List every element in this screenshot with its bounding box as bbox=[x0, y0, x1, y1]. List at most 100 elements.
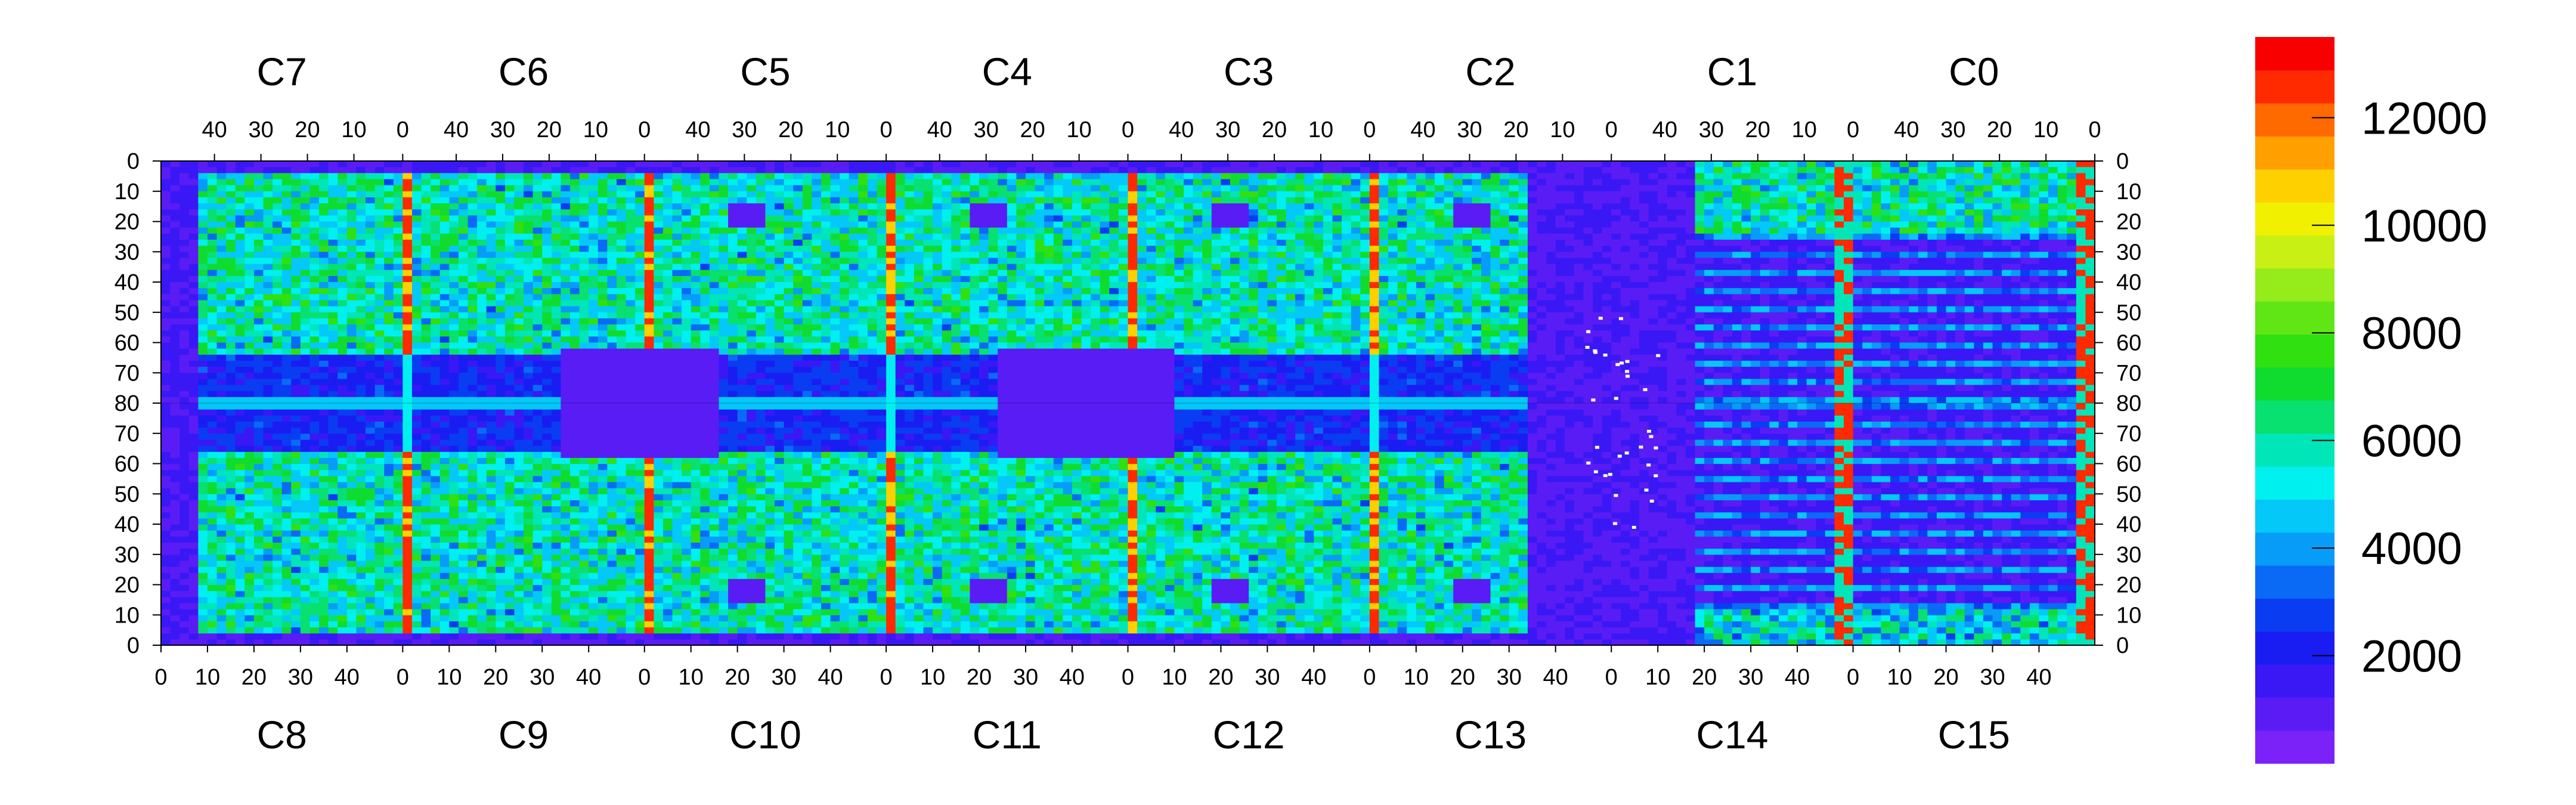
heat-cell bbox=[1435, 203, 1445, 210]
heat-cell bbox=[1435, 275, 1445, 283]
heat-cell bbox=[1444, 227, 1454, 234]
heat-cell bbox=[1806, 288, 1816, 295]
heat-cell bbox=[635, 233, 645, 240]
heat-cell bbox=[2057, 294, 2067, 301]
heat-cell bbox=[849, 179, 859, 186]
heat-cell bbox=[1555, 258, 1565, 265]
heat-cell bbox=[1927, 270, 1937, 277]
heat-cell bbox=[1676, 191, 1686, 198]
heat-cell bbox=[1128, 282, 1138, 289]
heat-cell bbox=[849, 246, 859, 252]
heat-cell bbox=[1425, 275, 1435, 283]
heat-cell bbox=[1072, 209, 1082, 216]
heat-cell bbox=[812, 221, 822, 228]
heat-cell bbox=[170, 264, 180, 271]
heat-cell bbox=[449, 161, 459, 168]
heat-cell bbox=[579, 191, 589, 198]
heat-cell bbox=[1918, 221, 1928, 228]
heat-cell bbox=[300, 282, 311, 289]
heat-cell bbox=[1072, 239, 1082, 246]
heat-cell bbox=[709, 197, 720, 204]
heat-cell bbox=[1118, 167, 1129, 174]
heat-cell bbox=[1834, 209, 1844, 216]
heat-cell bbox=[1472, 252, 1482, 258]
heat-cell bbox=[411, 275, 422, 283]
heat-cell bbox=[235, 203, 245, 210]
heat-cell bbox=[1602, 282, 1612, 289]
heat-cell bbox=[691, 191, 701, 198]
heat-cell bbox=[644, 173, 654, 180]
heat-cell bbox=[1323, 294, 1333, 301]
heat-cell bbox=[1834, 252, 1844, 258]
heat-cell bbox=[719, 185, 729, 192]
heat-cell bbox=[431, 173, 441, 180]
heat-cell bbox=[198, 233, 208, 240]
heat-cell bbox=[1946, 221, 1956, 228]
heat-cell bbox=[700, 203, 710, 210]
heat-cell bbox=[1602, 215, 1612, 222]
heat-cell bbox=[662, 270, 673, 277]
heat-cell bbox=[775, 300, 785, 307]
heat-cell bbox=[1267, 197, 1277, 204]
heat-cell bbox=[886, 221, 896, 228]
heat-cell bbox=[1388, 282, 1398, 289]
heat-cell bbox=[532, 246, 543, 252]
heat-cell bbox=[1295, 264, 1305, 271]
heat-cell bbox=[672, 270, 682, 277]
heat-cell bbox=[1853, 209, 1863, 216]
heat-cell bbox=[1583, 270, 1593, 277]
heat-cell bbox=[1221, 294, 1231, 301]
heat-cell bbox=[1091, 185, 1101, 192]
heat-cell bbox=[1778, 161, 1789, 168]
heat-cell bbox=[1276, 179, 1287, 186]
heat-cell bbox=[514, 264, 524, 271]
heat-cell bbox=[1593, 221, 1603, 228]
heat-cell bbox=[1546, 215, 1556, 222]
heat-cell bbox=[895, 179, 905, 186]
heat-cell bbox=[737, 215, 747, 222]
heat-cell bbox=[161, 191, 171, 198]
heat-cell bbox=[1072, 221, 1082, 228]
heat-cell bbox=[1527, 264, 1538, 271]
heat-cell bbox=[1472, 275, 1482, 283]
heat-cell bbox=[626, 270, 636, 277]
heat-cell bbox=[1537, 221, 1547, 228]
heat-cell bbox=[551, 252, 562, 258]
heat-cell bbox=[1620, 264, 1631, 271]
heat-cell bbox=[2057, 239, 2067, 246]
heat-cell bbox=[1816, 209, 1826, 216]
heat-cell bbox=[393, 221, 403, 228]
heat-cell bbox=[867, 167, 878, 174]
heat-cell bbox=[858, 233, 868, 240]
heat-cell bbox=[1462, 197, 1472, 204]
heat-cell bbox=[979, 215, 989, 222]
heat-cell bbox=[263, 264, 273, 271]
heat-cell bbox=[1565, 294, 1575, 301]
heat-cell bbox=[2039, 239, 2049, 246]
heat-cell bbox=[960, 179, 971, 186]
heat-cell bbox=[1602, 239, 1612, 246]
heat-cell bbox=[1388, 258, 1398, 265]
heat-cell bbox=[960, 233, 971, 240]
heat-cell bbox=[812, 215, 822, 222]
heat-cell bbox=[1751, 215, 1761, 222]
heat-cell bbox=[188, 270, 199, 277]
heat-cell bbox=[1732, 185, 1742, 192]
heat-cell bbox=[1490, 270, 1500, 277]
heat-cell bbox=[161, 203, 171, 210]
heat-cell bbox=[458, 288, 469, 295]
heat-cell bbox=[765, 246, 775, 252]
heat-cell bbox=[970, 239, 980, 246]
heat-cell bbox=[644, 264, 654, 271]
heat-cell bbox=[821, 161, 831, 168]
heat-cell bbox=[784, 173, 794, 180]
heat-cell bbox=[1267, 300, 1277, 307]
heat-cell bbox=[309, 185, 320, 192]
heat-cell bbox=[2020, 173, 2030, 180]
heat-cell bbox=[374, 215, 385, 222]
heat-cell bbox=[1276, 258, 1287, 265]
heat-cell bbox=[709, 215, 720, 222]
heat-cell bbox=[346, 203, 357, 210]
heat-cell bbox=[1249, 167, 1259, 174]
heat-cell bbox=[1239, 161, 1249, 168]
